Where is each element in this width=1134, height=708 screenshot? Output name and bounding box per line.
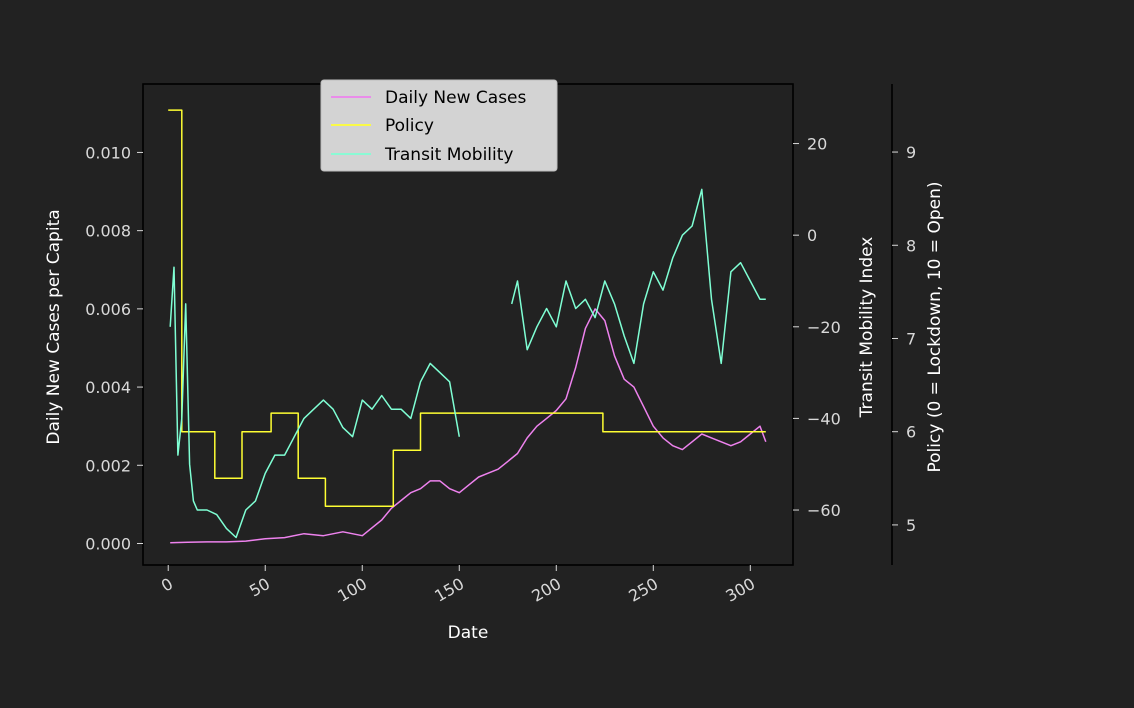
y-axis-mobility-label: Transit Mobility Index	[857, 237, 877, 419]
x-axis-label: Date	[448, 623, 489, 643]
y-mobility-tick-label: 0	[807, 226, 817, 245]
x-axis: 0 50 100 150 200 250 300	[158, 565, 758, 606]
y-axis-policy: 5 6 7 8 9	[892, 143, 916, 535]
series-line-daily-new-cases	[170, 308, 767, 544]
y-mobility-tick-label: −40	[807, 409, 841, 428]
y-left-tick-label: 0.010	[85, 143, 131, 162]
legend-label-policy: Policy	[385, 116, 434, 136]
x-tick-label: 50	[246, 574, 273, 601]
x-tick-label: 200	[528, 574, 564, 606]
series-line-policy	[168, 109, 766, 508]
y-left-tick-label: 0.006	[85, 300, 131, 319]
y-axis-policy-label: Policy (0 = Lockdown, 10 = Open)	[925, 182, 945, 473]
legend-label-cases: Daily New Cases	[385, 88, 527, 108]
y-axis-left: 0.000 0.002 0.004 0.006 0.008 0.010	[85, 143, 143, 553]
y-policy-tick-label: 5	[906, 516, 916, 535]
x-tick-label: 300	[722, 574, 758, 606]
x-tick-label: 0	[158, 574, 176, 596]
y-mobility-tick-label: 20	[807, 135, 827, 154]
y-policy-tick-label: 6	[906, 423, 916, 442]
y-mobility-tick-label: −20	[807, 318, 841, 337]
y-policy-tick-label: 7	[906, 329, 916, 348]
x-tick-label: 150	[431, 574, 467, 606]
legend-label-mobility: Transit Mobility	[384, 145, 513, 165]
y-mobility-tick-label: −60	[807, 501, 841, 520]
series-line-transit-mobility	[510, 188, 766, 365]
legend: Daily New Cases Policy Transit Mobility	[320, 79, 558, 172]
legend-box	[320, 79, 558, 172]
y-left-tick-label: 0.004	[85, 378, 131, 397]
series-layer	[168, 109, 767, 544]
y-axis-mobility: −60 −40 −20 0 20	[793, 135, 841, 520]
series-line-transit-mobility	[169, 266, 461, 539]
y-left-tick-label: 0.002	[85, 456, 131, 475]
y-axis-left-label: Daily New Cases per Capita	[44, 209, 64, 444]
y-policy-tick-label: 8	[906, 236, 916, 255]
x-tick-label: 250	[625, 574, 661, 606]
y-left-tick-label: 0.008	[85, 222, 131, 241]
x-tick-label: 100	[334, 574, 370, 606]
y-policy-tick-label: 9	[906, 143, 916, 162]
y-left-tick-label: 0.000	[85, 534, 131, 553]
